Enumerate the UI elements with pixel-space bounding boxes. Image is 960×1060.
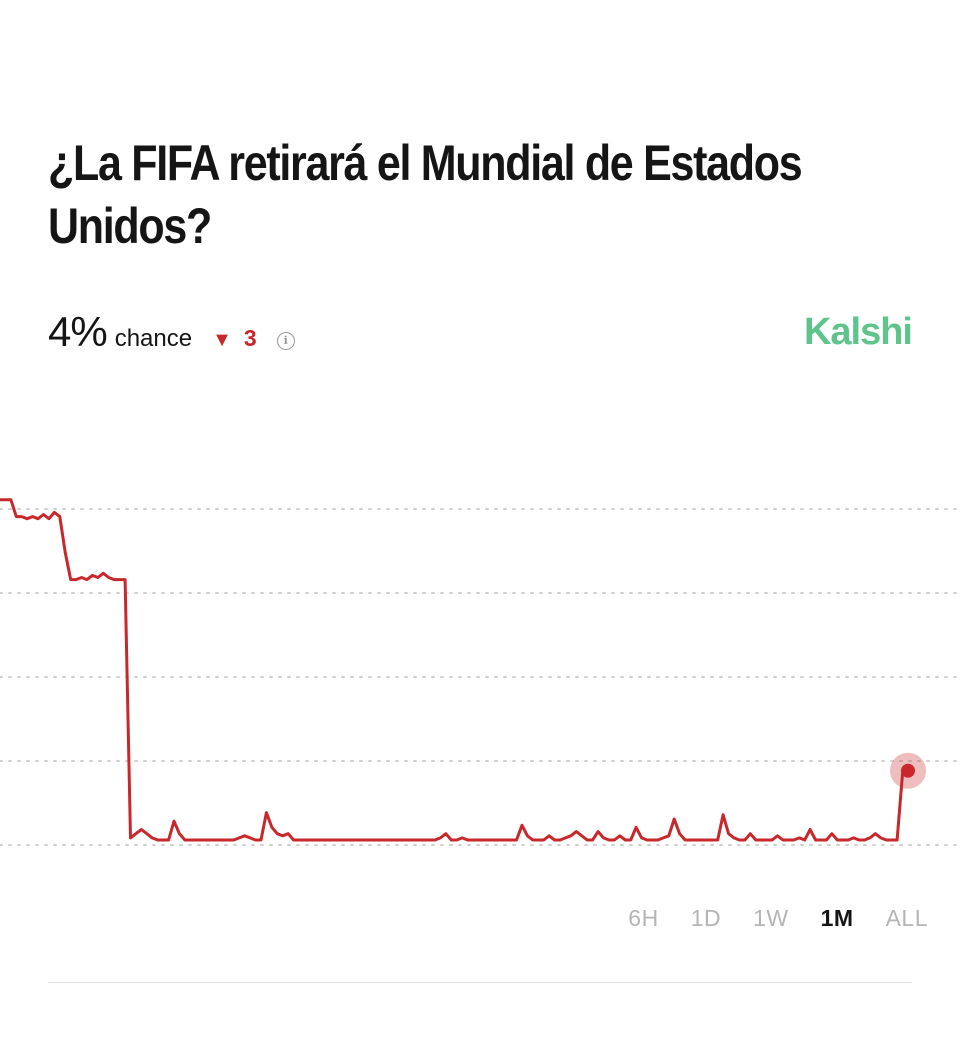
page-title: ¿La FIFA retirará el Mundial de Estados …	[48, 135, 803, 254]
range-button-1d[interactable]: 1D	[690, 905, 722, 931]
change-indicator: ▼ 3	[212, 325, 257, 352]
range-button-6h[interactable]: 6H	[628, 905, 659, 931]
chance-label: chance	[114, 325, 193, 352]
kalshi-logo[interactable]: Kalshi	[803, 311, 913, 353]
change-value: 3	[243, 325, 257, 351]
down-triangle-icon: ▼	[212, 329, 232, 351]
current-point[interactable]	[901, 763, 915, 778]
range-button-1w[interactable]: 1W	[753, 905, 789, 931]
range-button-all[interactable]: ALL	[885, 905, 928, 931]
section-divider	[48, 982, 912, 983]
time-range-selector: 6H 1D 1W 1M ALL	[596, 905, 928, 932]
range-button-1m[interactable]: 1M	[820, 905, 854, 931]
series-line	[0, 498, 909, 842]
info-icon[interactable]: i	[276, 331, 295, 350]
price-history-chart	[0, 498, 960, 846]
chance-percent: 4%	[48, 308, 108, 355]
probability-summary: 4% chance ▼ 3 i	[48, 308, 295, 360]
